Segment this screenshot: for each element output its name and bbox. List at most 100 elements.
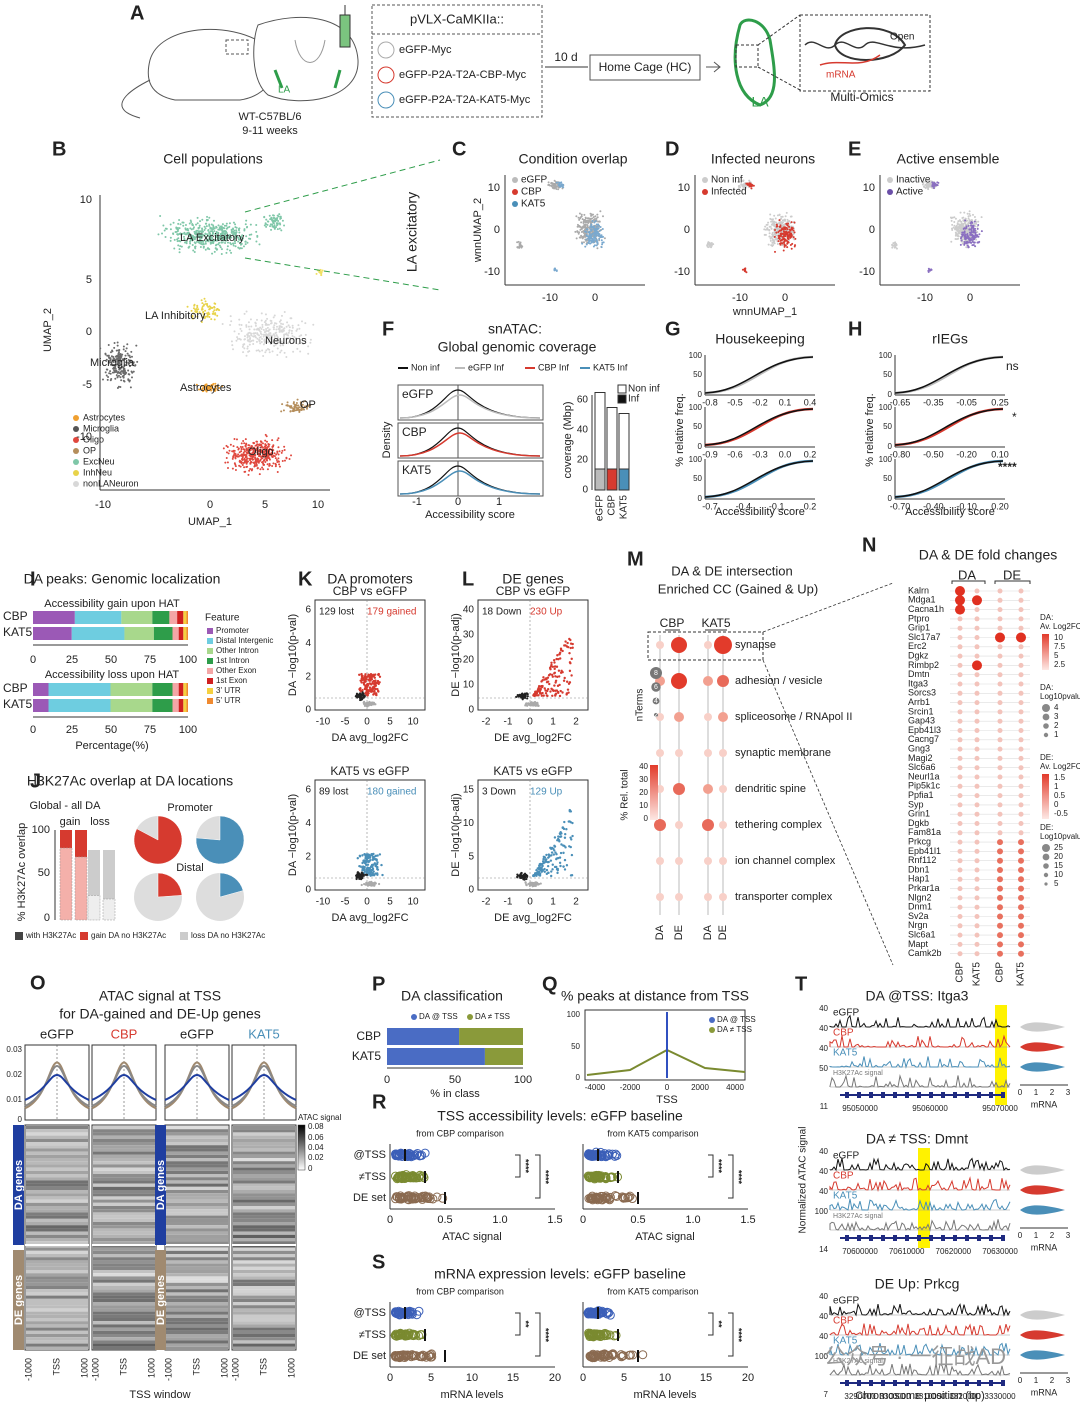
- dot: [260, 440, 262, 442]
- dot: [265, 313, 267, 315]
- label: Housekeeping: [715, 331, 805, 347]
- label: Oligo: [248, 446, 274, 458]
- label: loss: [90, 816, 110, 828]
- dot: [998, 728, 1003, 733]
- dot: [266, 324, 268, 326]
- dot: [887, 177, 893, 183]
- dot: [966, 233, 968, 235]
- dot: [247, 346, 249, 348]
- dot: [774, 221, 776, 223]
- dot: [195, 224, 197, 226]
- dot: [767, 222, 769, 224]
- label: 2: [573, 717, 579, 728]
- dot: [975, 672, 980, 677]
- dot: [963, 212, 965, 214]
- dot: [975, 951, 980, 956]
- dot: [558, 181, 560, 183]
- panel-letter: Q: [542, 973, 558, 995]
- label: 0: [468, 705, 474, 716]
- label: 10: [80, 194, 92, 206]
- dot: [527, 693, 529, 695]
- dot: [781, 242, 783, 244]
- dot: [975, 858, 980, 863]
- dot: [1019, 793, 1024, 798]
- dot: [958, 812, 963, 817]
- dot: [997, 914, 1003, 920]
- dot: [274, 452, 276, 454]
- dot: [177, 223, 179, 225]
- dot: [219, 228, 221, 230]
- dot: [595, 229, 597, 231]
- box: [26, 1219, 88, 1222]
- dot: [583, 226, 585, 228]
- label: Accessibility gain upon HAT: [44, 598, 180, 610]
- dot: [215, 247, 217, 249]
- dot: [200, 246, 202, 248]
- dot: [73, 426, 79, 432]
- label: 0.0: [779, 449, 792, 459]
- box: [33, 699, 49, 712]
- dot: [953, 221, 955, 223]
- dot: [584, 224, 586, 226]
- dot: [263, 329, 265, 331]
- dot: [376, 682, 378, 684]
- box: [33, 611, 75, 624]
- dot: [779, 214, 781, 216]
- dot: [250, 333, 252, 335]
- dot: [778, 240, 780, 242]
- dot: [256, 338, 258, 340]
- dot: [568, 652, 570, 654]
- dot: [224, 462, 226, 464]
- dot: [240, 339, 242, 341]
- label: adhesion / vesicle: [735, 675, 822, 687]
- dot: [107, 379, 109, 381]
- dot: [785, 223, 787, 225]
- dot: [794, 231, 796, 233]
- dot: [958, 905, 963, 910]
- dot: [365, 688, 367, 690]
- dot: [360, 695, 362, 697]
- dot: [371, 873, 373, 875]
- dot: [159, 215, 161, 217]
- box: [207, 668, 213, 674]
- dot: [523, 878, 525, 880]
- label: CBP: [521, 187, 542, 198]
- dot: [719, 821, 727, 829]
- dot: [259, 460, 261, 462]
- panel-letter: D: [665, 138, 679, 160]
- dot: [380, 864, 382, 866]
- dot: [564, 868, 566, 870]
- dot: [566, 681, 568, 683]
- dot: [235, 465, 237, 467]
- label: Open: [890, 32, 914, 43]
- dot: [975, 654, 980, 659]
- dot: [124, 380, 126, 382]
- dot: [245, 241, 247, 243]
- label: 6: [305, 605, 311, 616]
- dot: [304, 322, 306, 324]
- label: spliceosome / RNApol II: [735, 711, 852, 723]
- dot: [1019, 765, 1024, 770]
- dot: [372, 858, 374, 860]
- dot: [953, 216, 955, 218]
- dot: [703, 784, 713, 794]
- dot: [170, 237, 172, 239]
- dot: [708, 243, 710, 245]
- dot: [928, 271, 930, 273]
- dot: [951, 217, 953, 219]
- dot: [242, 440, 244, 442]
- dot: [253, 333, 255, 335]
- label: 0.1: [779, 397, 792, 407]
- dot: [270, 323, 272, 325]
- dot: [601, 246, 603, 248]
- dot: [958, 793, 963, 798]
- label: 1st Exon: [216, 676, 247, 685]
- dot: [967, 244, 969, 246]
- dot: [235, 469, 237, 471]
- dot: [378, 67, 394, 83]
- dot: [202, 306, 204, 308]
- dot: [1019, 663, 1024, 668]
- dot: [164, 229, 166, 231]
- curve: [705, 461, 813, 497]
- dot: [753, 185, 755, 187]
